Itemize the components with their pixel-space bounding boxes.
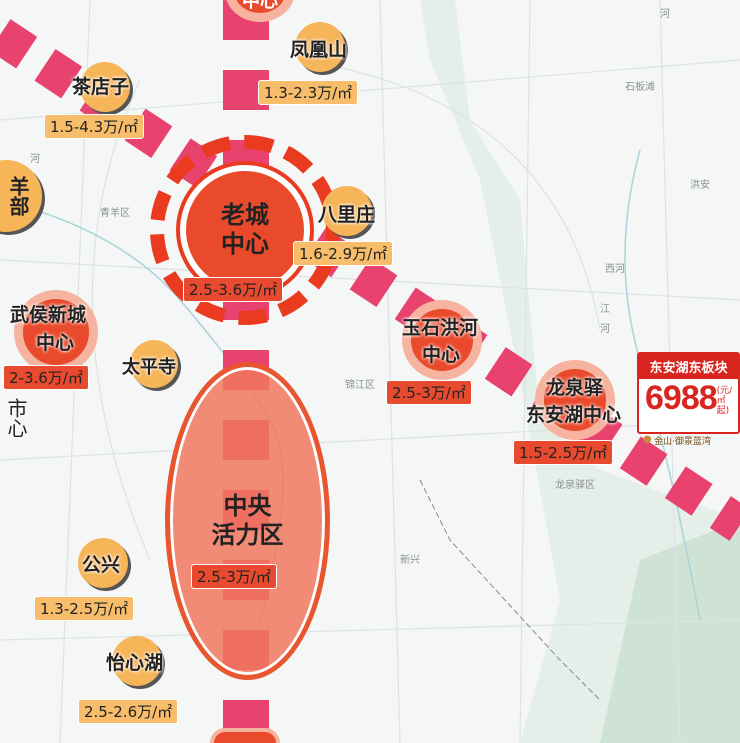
hub-central-marker[interactable]: 中央 活力区 xyxy=(165,362,330,680)
metro-band-diagonal xyxy=(0,19,740,541)
hub-yushi-name: 中心 xyxy=(422,344,461,366)
hub-wuhou-price: 2-3.6万/㎡ xyxy=(3,365,89,390)
hub-yushi-price: 2.5-3万/㎡ xyxy=(386,380,472,405)
promo-card-project[interactable]: 金山·御景蓝湾 xyxy=(654,437,711,447)
hub-fenghuangshan-marker[interactable] xyxy=(295,22,345,72)
place-label: 江 xyxy=(600,304,610,315)
hub-left-cut-name: 市心 xyxy=(4,398,28,438)
hub-old-city-marker[interactable]: 老城 中心 xyxy=(180,165,310,295)
hub-gongxing-price: 1.3-2.5万/㎡ xyxy=(34,596,135,621)
hub-central-price: 2.5-3万/㎡ xyxy=(191,564,277,589)
hub-longquan-marker[interactable] xyxy=(535,360,615,440)
place-label: 西河 xyxy=(605,264,625,275)
hub-name: 羊部 xyxy=(6,176,30,216)
place-label: 青羊区 xyxy=(100,208,130,219)
hub-chadianzi-name: 茶店子 xyxy=(72,76,130,98)
place-label: 锦江区 xyxy=(345,380,375,391)
promo-card-title: 东安湖东板块 xyxy=(639,354,738,379)
hub-name: 老城 xyxy=(221,201,269,230)
hub-yushi-marker[interactable] xyxy=(402,300,482,380)
hub-yushi-name: 玉石洪河 xyxy=(402,317,479,339)
hub-old-city-price: 2.5-3.6万/㎡ xyxy=(183,277,284,302)
hub-bottom-partial[interactable] xyxy=(210,728,280,743)
promo-card-unit: (元/㎡起) xyxy=(716,386,733,416)
hub-name: 活力区 xyxy=(211,521,284,549)
hub-yixinhu-price: 2.5-2.6万/㎡ xyxy=(78,699,179,724)
map-pin-icon: ● xyxy=(643,434,652,445)
hub-balizhuang-name: 八里庄 xyxy=(318,204,376,226)
place-label: 新兴 xyxy=(400,555,420,566)
promo-card[interactable]: 东安湖东板块 6988(元/㎡起) xyxy=(637,352,740,434)
district-border xyxy=(419,479,601,701)
place-label: 石板滩 xyxy=(625,82,655,93)
hub-chadianzi-marker[interactable] xyxy=(80,62,130,112)
hub-balizhuang-price: 1.6-2.9万/㎡ xyxy=(293,241,394,266)
hub-wuhou-name: 中心 xyxy=(36,332,75,354)
place-label: 河 xyxy=(660,9,670,20)
hub-longquan-name: 东安湖中心 xyxy=(526,404,622,426)
hub-gongxing-name: 公兴 xyxy=(82,554,121,576)
place-label: 河 xyxy=(600,324,610,335)
green-area xyxy=(600,520,740,743)
hub-yixinhu-marker[interactable] xyxy=(112,636,162,686)
hub-chadianzi-price: 1.5-4.3万/㎡ xyxy=(44,114,145,139)
hub-longquan-price: 1.5-2.5万/㎡ xyxy=(513,440,614,465)
place-label: 龙泉驿区 xyxy=(555,480,595,491)
hub-wuhou-name: 武侯新城 xyxy=(10,304,87,326)
hub-name: 中心 xyxy=(242,0,278,13)
hub-name: 中央 xyxy=(223,492,272,521)
hub-yixinhu-name: 怡心湖 xyxy=(106,652,164,674)
hub-longquan-name: 龙泉驿 xyxy=(546,377,604,399)
hub-fenghuangshan-name: 凤凰山 xyxy=(290,39,348,61)
hub-fenghuangshan-price: 1.3-2.3万/㎡ xyxy=(258,80,359,105)
hub-name: 中心 xyxy=(221,230,269,258)
place-label: 洪安 xyxy=(690,180,710,191)
place-label: 河 xyxy=(30,154,40,165)
hub-taipingsi-marker[interactable] xyxy=(130,340,178,388)
hub-taipingsi-name: 太平寺 xyxy=(122,357,176,378)
hub-gongxing-marker[interactable] xyxy=(78,538,128,588)
promo-card-price: 6988 xyxy=(645,379,718,417)
hub-balizhuang-marker[interactable] xyxy=(322,186,372,236)
